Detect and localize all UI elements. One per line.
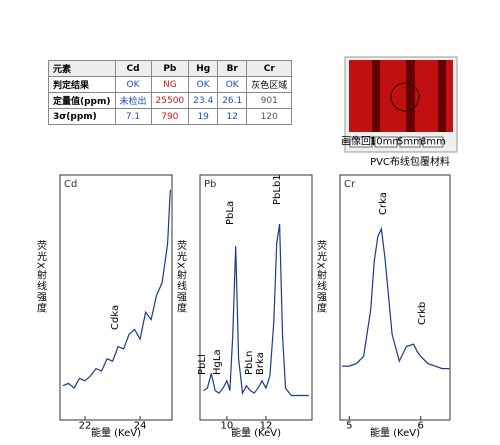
peak-label: HgLa [212,349,223,375]
spectrum-line [62,189,171,390]
x-axis-label: 能量 (KeV) [370,426,420,439]
spectrum-line [342,226,450,370]
peak-label: PbLl [197,354,208,375]
peak-label: PbLb1 [272,174,283,205]
panel-title: Cd [64,179,77,190]
photo-button-label: 画像回転 [341,136,381,148]
photo-stripe [406,60,415,132]
table-cell: 3σ(ppm) [48,108,116,125]
x-tick-label: 5 [346,420,352,431]
peak-label: Cdka [110,305,121,330]
peak-label: Crka [378,192,389,215]
photo-button [422,136,444,148]
result-table: 元素 Cd Pb Hg Br Cr 判定结果 OK NG OK OK 灰色区域 定量值(ppm) 未检出 2… [48,60,293,125]
photo-stripe [438,60,446,132]
x-tick-label: 10 [221,420,234,431]
plot-frame [339,174,451,421]
table-cell: 120 [246,108,293,125]
plot-frame [59,174,173,421]
table-cell: Cr [246,60,293,77]
photo-button [399,136,421,148]
photo-button-label: 3mm [420,137,446,148]
table-cell: OK [114,76,152,93]
y-axis-label: 荧光X射线强度 [175,239,187,314]
photo-caption: PVC布线包覆材料 [370,155,450,168]
table-cell: OK [217,76,248,93]
x-tick-label: 12 [260,420,273,431]
x-axis-label: 能量 (KeV) [231,426,281,439]
x-tick-label: 22 [79,420,92,431]
photo-stripe [372,60,380,132]
table-row: 判定结果 OK NG OK OK 灰色区域 [48,76,293,93]
spectrum-line [203,223,309,397]
y-axis-label: 荧光X射线强度 [35,239,47,314]
table-cell: Cd [114,60,152,77]
photo-button-label: 10mm [370,137,402,148]
table-row: 3σ(ppm) 7.1 790 19 12 120 [48,108,293,125]
x-tick-label: 6 [418,420,424,431]
photo-button-label: 5mm [397,137,423,148]
photo [349,60,453,132]
photo-button [349,136,373,148]
x-axis-label: 能量 (KeV) [91,426,141,439]
table-cell: Br [217,60,248,77]
x-tick-label: 24 [134,420,147,431]
table-cell: 901 [246,92,293,109]
y-axis-label: 荧光X射线强度 [315,239,327,314]
table-cell: 元素 [48,60,116,77]
table-cell: 19 [188,108,219,125]
photo-target [390,82,420,112]
peak-label: Brka [255,352,266,375]
peak-label: PbLa [225,201,236,225]
plot-frame [199,174,313,421]
panel-title: Cr [344,179,356,190]
peak-label: PbLn [244,351,255,375]
table-row: 定量值(ppm) 未检出 25500 23.4 26.1 901 [48,92,293,109]
photo-button [374,136,398,148]
table-cell: 12 [217,108,248,125]
table-cell: 7.1 [114,108,152,125]
panel-title: Pb [204,179,216,190]
peak-label: Crkb [417,302,428,325]
